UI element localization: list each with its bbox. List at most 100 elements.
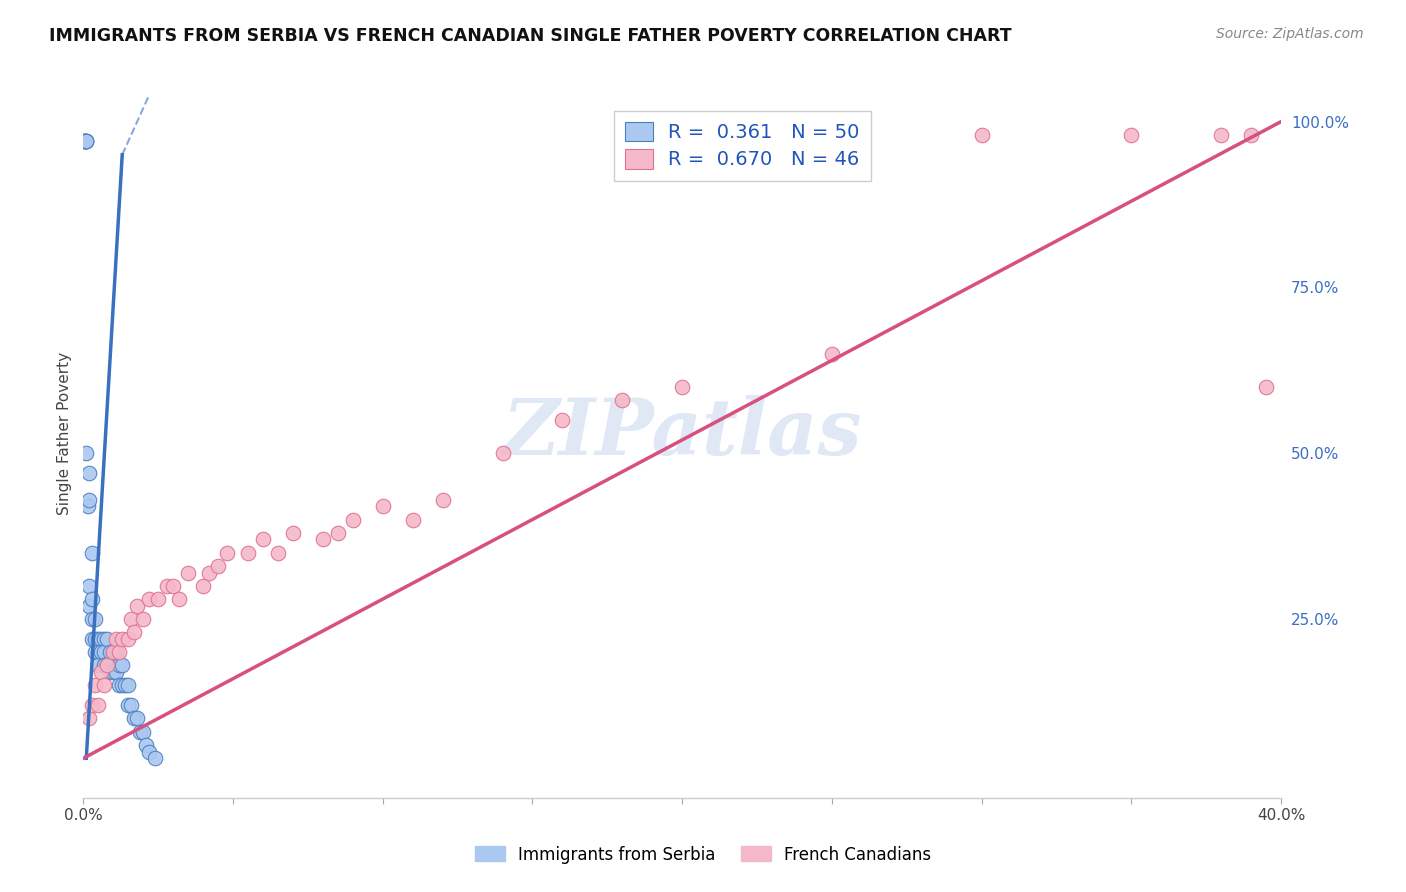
Point xyxy=(138,745,160,759)
Point xyxy=(105,632,128,646)
Point xyxy=(87,632,110,646)
Point xyxy=(1240,128,1263,142)
Point xyxy=(612,393,634,408)
Point xyxy=(90,632,112,646)
Point xyxy=(82,632,104,646)
Point xyxy=(326,525,349,540)
Point xyxy=(129,724,152,739)
Y-axis label: Single Father Poverty: Single Father Poverty xyxy=(58,351,72,515)
Point xyxy=(93,645,115,659)
Point xyxy=(122,625,145,640)
Point xyxy=(1256,380,1278,394)
Point xyxy=(312,533,335,547)
Point xyxy=(77,599,100,613)
Point xyxy=(122,711,145,725)
Point xyxy=(207,558,229,573)
Point xyxy=(98,665,121,679)
Point xyxy=(77,579,100,593)
Point xyxy=(96,632,118,646)
Point xyxy=(111,678,134,692)
Point xyxy=(103,645,125,659)
Point xyxy=(551,413,574,427)
Point xyxy=(87,645,110,659)
Point xyxy=(162,579,184,593)
Point xyxy=(84,678,107,692)
Point xyxy=(821,347,844,361)
Point xyxy=(342,512,364,526)
Point xyxy=(73,135,96,149)
Point xyxy=(96,658,118,673)
Point xyxy=(1121,128,1143,142)
Point xyxy=(127,711,149,725)
Legend: R =  0.361   N = 50, R =  0.670   N = 46: R = 0.361 N = 50, R = 0.670 N = 46 xyxy=(613,111,870,180)
Point xyxy=(117,632,139,646)
Point xyxy=(108,658,131,673)
Point xyxy=(82,592,104,607)
Point xyxy=(281,525,304,540)
Text: ZIPatlas: ZIPatlas xyxy=(502,395,862,472)
Point xyxy=(75,446,97,460)
Point xyxy=(73,135,96,149)
Point xyxy=(73,135,96,149)
Point xyxy=(671,380,693,394)
Point xyxy=(191,579,214,593)
Point xyxy=(82,698,104,713)
Text: IMMIGRANTS FROM SERBIA VS FRENCH CANADIAN SINGLE FATHER POVERTY CORRELATION CHAR: IMMIGRANTS FROM SERBIA VS FRENCH CANADIA… xyxy=(49,27,1012,45)
Point xyxy=(103,645,125,659)
Point xyxy=(82,546,104,560)
Point xyxy=(120,698,142,713)
Point xyxy=(108,678,131,692)
Point xyxy=(114,678,136,692)
Point xyxy=(143,751,166,765)
Point xyxy=(146,592,169,607)
Point xyxy=(90,645,112,659)
Point xyxy=(177,566,200,580)
Point xyxy=(82,612,104,626)
Point xyxy=(90,665,112,679)
Point xyxy=(77,466,100,480)
Point xyxy=(77,711,100,725)
Point xyxy=(236,546,259,560)
Point xyxy=(77,492,100,507)
Point xyxy=(432,492,454,507)
Text: Source: ZipAtlas.com: Source: ZipAtlas.com xyxy=(1216,27,1364,41)
Point xyxy=(75,135,97,149)
Point xyxy=(87,658,110,673)
Point xyxy=(117,678,139,692)
Point xyxy=(491,446,513,460)
Point xyxy=(970,128,993,142)
Point xyxy=(75,135,97,149)
Point xyxy=(105,665,128,679)
Point xyxy=(93,678,115,692)
Point xyxy=(93,632,115,646)
Point xyxy=(84,632,107,646)
Point xyxy=(1211,128,1233,142)
Point xyxy=(84,645,107,659)
Point xyxy=(156,579,179,593)
Point xyxy=(111,658,134,673)
Point xyxy=(135,738,157,752)
Point xyxy=(198,566,221,580)
Point xyxy=(75,135,97,149)
Point xyxy=(87,698,110,713)
Point xyxy=(98,645,121,659)
Point xyxy=(371,500,394,514)
Point xyxy=(105,645,128,659)
Legend: Immigrants from Serbia, French Canadians: Immigrants from Serbia, French Canadians xyxy=(468,839,938,871)
Point xyxy=(117,698,139,713)
Point xyxy=(103,665,125,679)
Point xyxy=(215,546,238,560)
Point xyxy=(132,612,155,626)
Point xyxy=(138,592,160,607)
Point xyxy=(111,632,134,646)
Point xyxy=(252,533,274,547)
Point xyxy=(93,658,115,673)
Point xyxy=(402,512,425,526)
Point xyxy=(76,500,98,514)
Point xyxy=(132,724,155,739)
Point xyxy=(167,592,190,607)
Point xyxy=(84,612,107,626)
Point xyxy=(108,645,131,659)
Point xyxy=(127,599,149,613)
Point xyxy=(120,612,142,626)
